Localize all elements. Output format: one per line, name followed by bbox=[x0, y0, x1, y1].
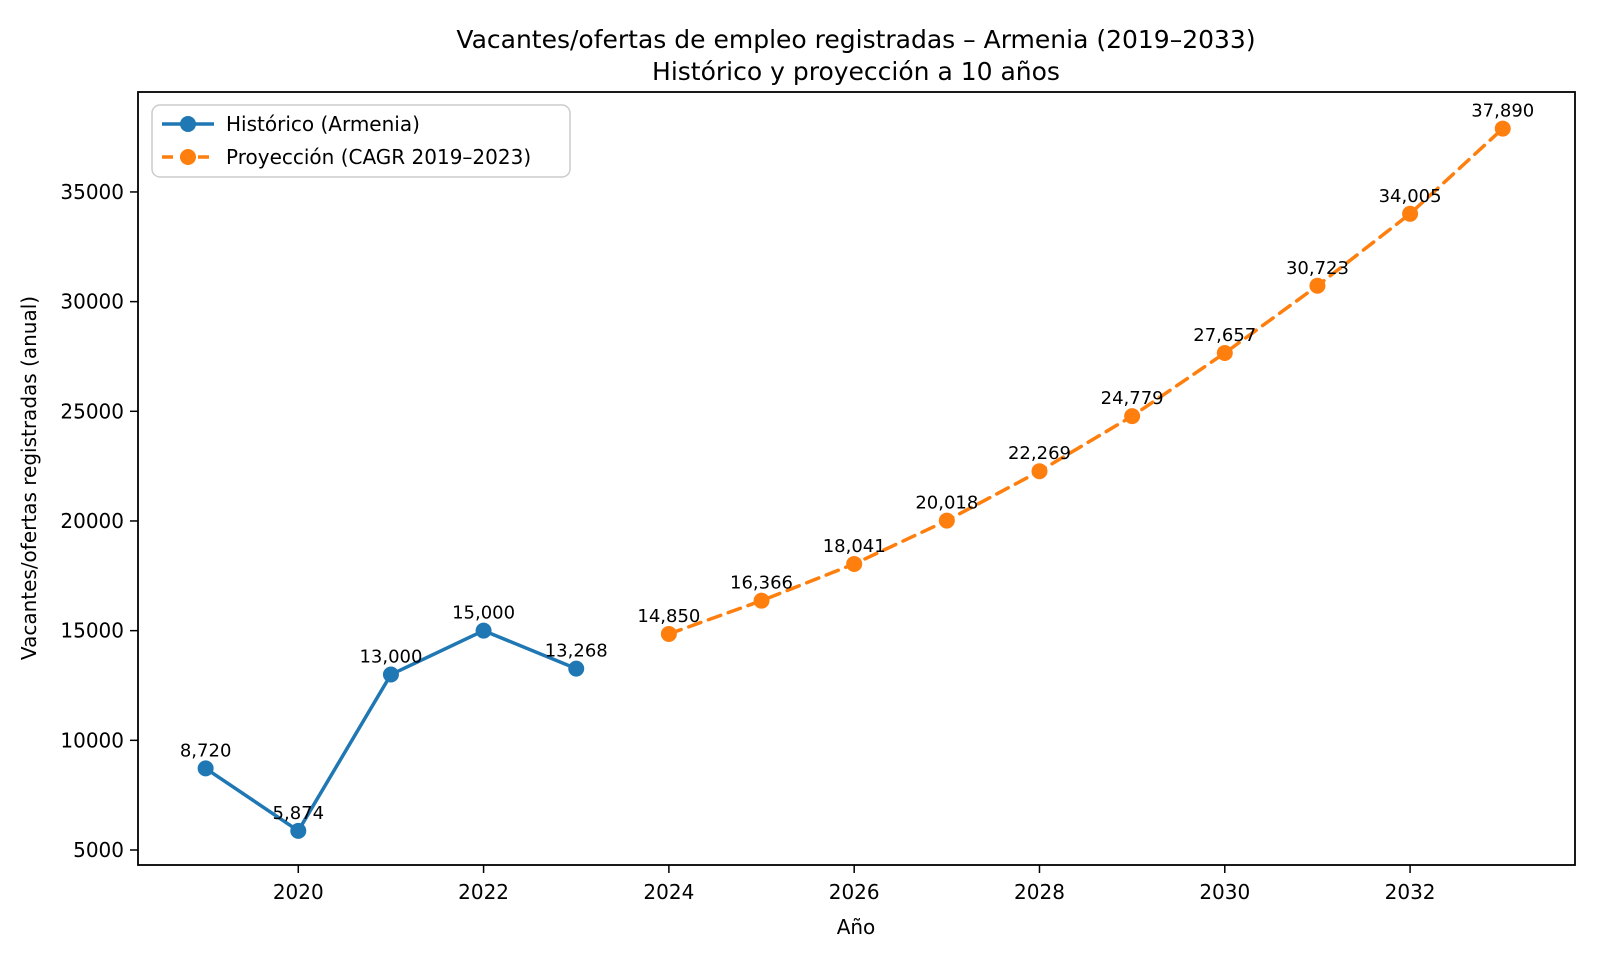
data-point-marker bbox=[382, 666, 399, 683]
x-tick-label: 2028 bbox=[1014, 880, 1065, 904]
plot-area: 2020 2022 2024 2026 2028 2030 2032 5000 10000 150… bbox=[60, 91, 1576, 904]
x-tick-label: 2030 bbox=[1199, 880, 1250, 904]
chart-subtitle: Histórico y proyección a 10 años bbox=[652, 57, 1060, 86]
x-tick-label: 2024 bbox=[643, 880, 694, 904]
y-tick-label: 10000 bbox=[60, 728, 124, 752]
data-point-marker bbox=[475, 622, 492, 639]
data-point-label: 30,723 bbox=[1286, 258, 1349, 279]
data-point-label: 34,005 bbox=[1379, 186, 1442, 207]
data-point-marker bbox=[1031, 463, 1048, 480]
data-point-marker bbox=[568, 660, 585, 677]
x-tick-label: 2020 bbox=[273, 880, 324, 904]
x-tick-label: 2032 bbox=[1385, 880, 1436, 904]
y-tick-label: 20000 bbox=[60, 509, 124, 533]
legend-marker-icon bbox=[180, 116, 196, 132]
x-tick-label: 2026 bbox=[829, 880, 880, 904]
y-tick-label: 35000 bbox=[60, 180, 124, 204]
legend-marker-icon bbox=[180, 149, 196, 165]
data-point-label: 8,720 bbox=[180, 740, 232, 761]
data-point-marker bbox=[1402, 205, 1419, 222]
data-point-marker bbox=[660, 625, 677, 642]
data-point-label: 15,000 bbox=[452, 603, 515, 624]
data-point-label: 5,874 bbox=[273, 803, 325, 824]
data-point-marker bbox=[1124, 408, 1141, 425]
data-point-label: 22,269 bbox=[1008, 443, 1071, 464]
data-point-label: 13,000 bbox=[359, 647, 422, 668]
y-tick-label: 5000 bbox=[73, 838, 124, 862]
x-axis-label: Año bbox=[837, 915, 876, 939]
data-point-label: 37,890 bbox=[1471, 101, 1534, 122]
axes-frame bbox=[137, 91, 1576, 866]
data-point-label: 16,366 bbox=[730, 573, 793, 594]
legend-label-0: Histórico (Armenia) bbox=[226, 112, 420, 136]
data-point-marker bbox=[938, 512, 955, 529]
data-point-marker bbox=[846, 555, 863, 572]
data-point-label: 20,018 bbox=[915, 493, 978, 514]
y-axis-label: Vacantes/ofertas registradas (anual) bbox=[17, 296, 41, 660]
x-tick-label: 2022 bbox=[458, 880, 509, 904]
data-point-marker bbox=[753, 592, 770, 609]
y-tick-label: 30000 bbox=[60, 290, 124, 314]
legend-label-1: Proyección (CAGR 2019–2023) bbox=[226, 145, 531, 169]
data-point-label: 24,779 bbox=[1101, 388, 1164, 409]
data-point-marker bbox=[1309, 277, 1326, 294]
data-point-label: 27,657 bbox=[1193, 325, 1256, 346]
data-point-marker bbox=[1216, 345, 1233, 362]
series-line-1 bbox=[667, 126, 1505, 636]
data-point-label: 14,850 bbox=[637, 606, 700, 627]
y-tick-label: 25000 bbox=[60, 399, 124, 423]
chart-title: Vacantes/ofertas de empleo registradas –… bbox=[456, 25, 1255, 54]
y-tick-label: 15000 bbox=[60, 619, 124, 643]
data-point-marker bbox=[197, 760, 214, 777]
data-point-marker bbox=[1494, 120, 1511, 137]
data-point-label: 18,041 bbox=[823, 536, 886, 557]
data-point-marker bbox=[290, 822, 307, 839]
data-point-label: 13,268 bbox=[545, 641, 608, 662]
legend-box bbox=[151, 104, 571, 178]
